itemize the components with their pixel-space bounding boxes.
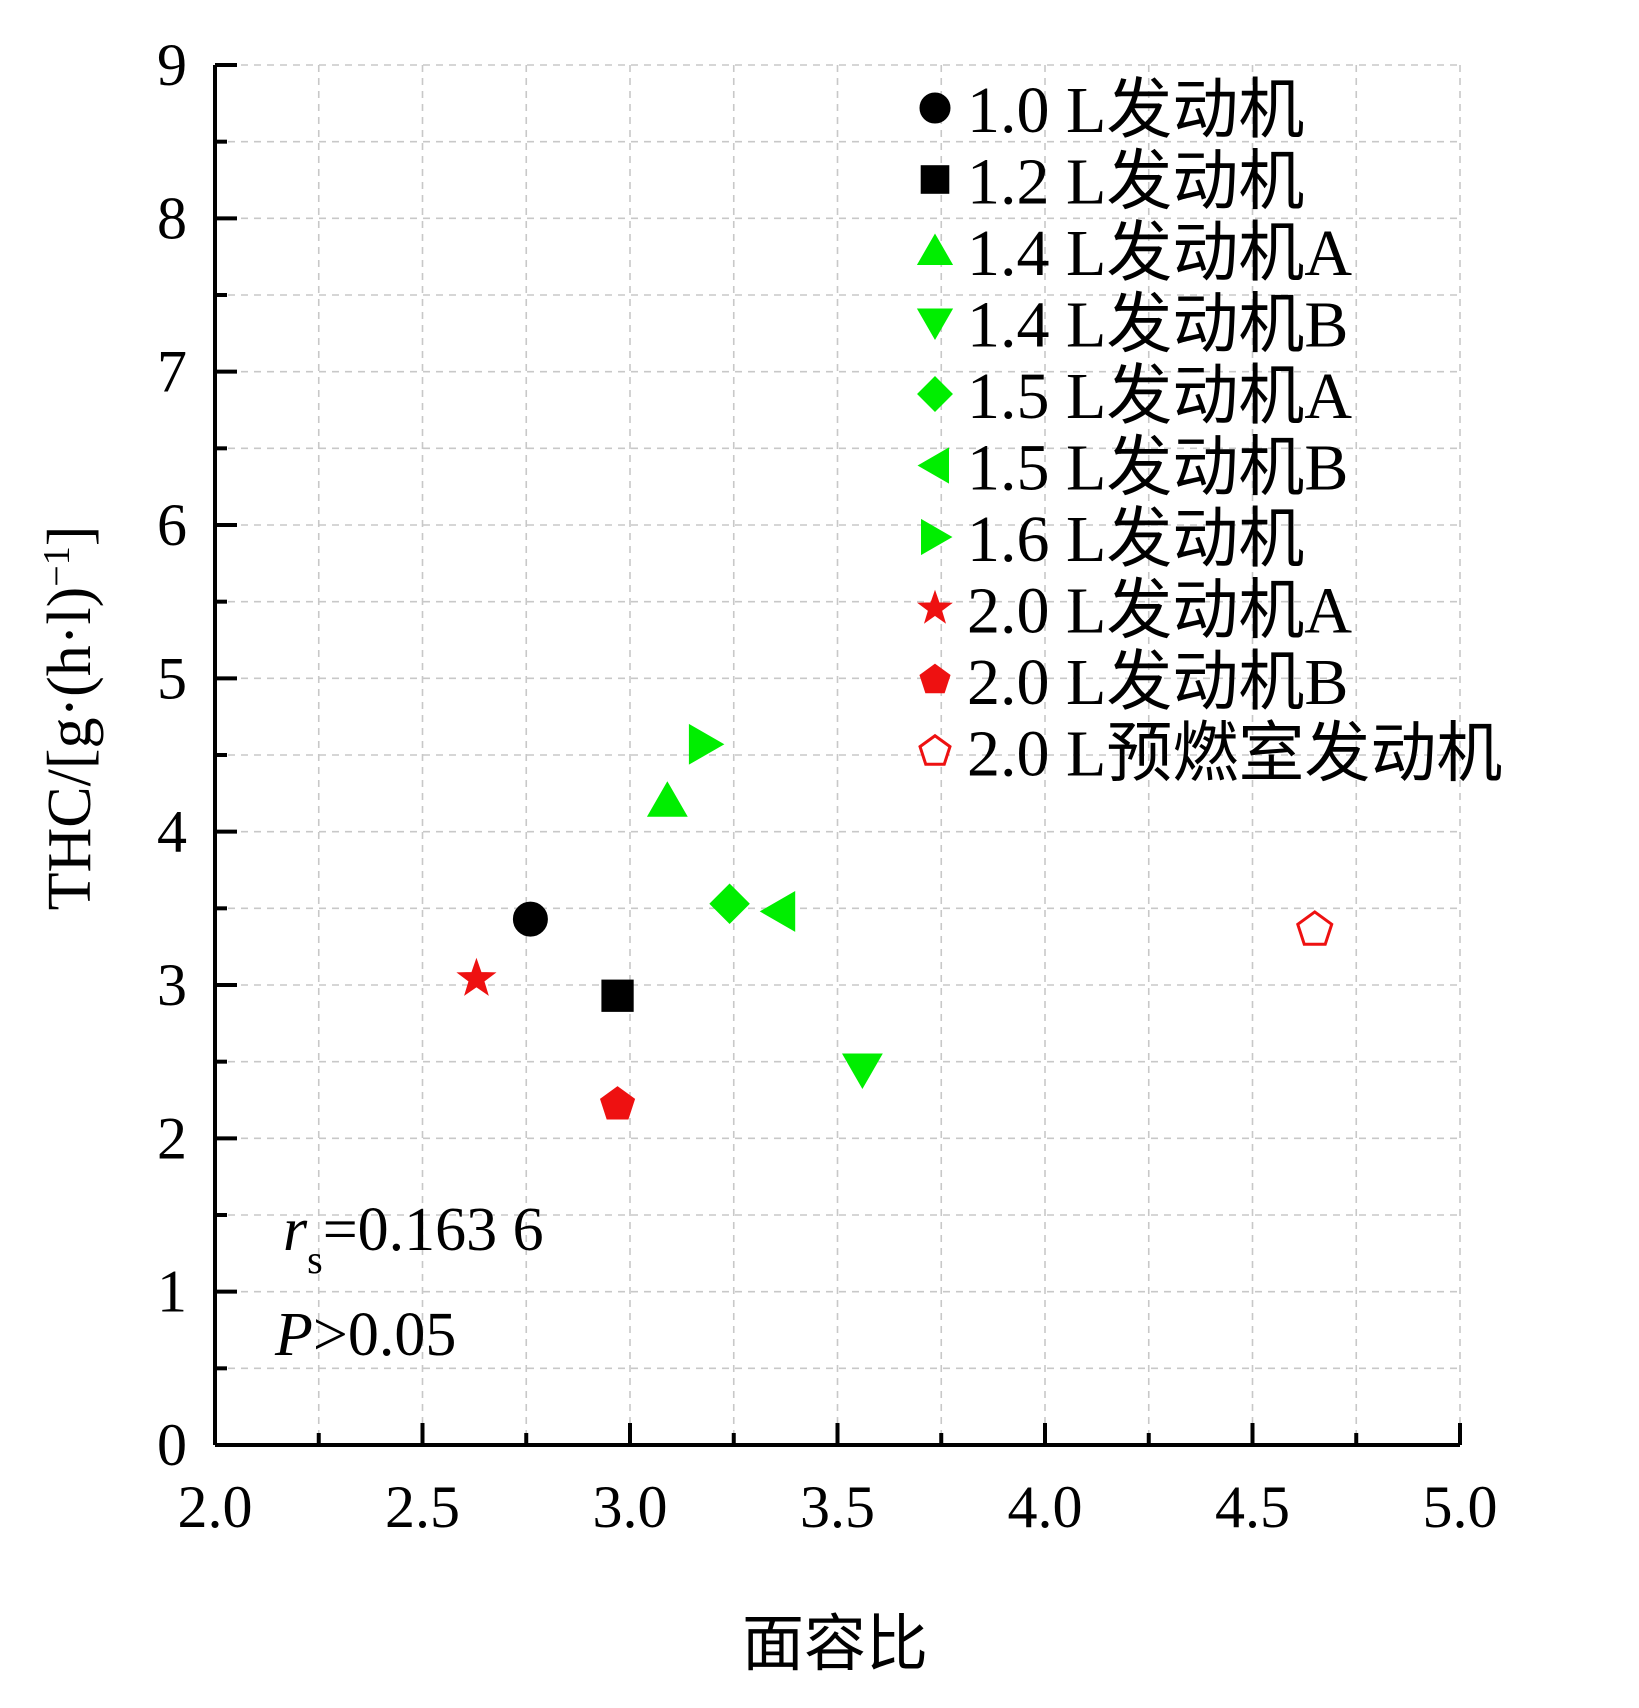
legend-label-4: 1.5 L发动机A xyxy=(967,360,1352,433)
y-axis-title: THC/[g·(h·l)−1] xyxy=(36,526,104,911)
legend-marker-3 xyxy=(916,308,954,341)
legend-label-1: 1.2 L发动机 xyxy=(967,146,1304,219)
legend-marker-4 xyxy=(917,376,953,412)
y-axis-title-close: ] xyxy=(36,526,104,547)
x-tick-label: 2.0 xyxy=(178,1474,253,1540)
legend-label-6: 1.6 L发动机 xyxy=(967,503,1304,576)
data-point-series-7 xyxy=(456,957,497,996)
data-point-series-3 xyxy=(841,1053,883,1090)
x-tick-label: 4.0 xyxy=(1008,1474,1083,1540)
y-tick-label: 0 xyxy=(157,1412,187,1478)
annotation-p-value: >0.05 xyxy=(313,1301,456,1369)
data-point-series-5 xyxy=(759,890,796,932)
data-points xyxy=(456,723,1334,1120)
legend-label-9: 2.0 L预燃室发动机 xyxy=(967,718,1502,791)
y-tick-label: 4 xyxy=(157,799,187,865)
legend-marker-2 xyxy=(916,233,954,265)
data-point-series-8 xyxy=(599,1086,636,1120)
annotation-rs-sub: s xyxy=(307,1237,323,1282)
data-point-series-9 xyxy=(1296,910,1334,946)
legend-label-0: 1.0 L发动机 xyxy=(967,74,1304,147)
x-axis-title: 面容比 xyxy=(742,1611,928,1679)
legend-marker-7 xyxy=(917,589,953,624)
y-tick-label: 2 xyxy=(157,1105,187,1171)
legend-label-8: 2.0 L发动机B xyxy=(967,646,1348,719)
data-point-series-4 xyxy=(709,883,750,924)
x-tick-label: 5.0 xyxy=(1423,1474,1498,1540)
y-tick-label: 7 xyxy=(157,339,187,405)
legend-marker-5 xyxy=(917,447,949,484)
y-tick-label: 1 xyxy=(157,1259,187,1325)
y-tick-label: 9 xyxy=(157,32,187,98)
y-axis-title-sup: −1 xyxy=(36,546,78,586)
legend-marker-0 xyxy=(919,92,951,124)
legend-marker-9 xyxy=(918,733,952,766)
legend-label-2: 1.4 L发动机A xyxy=(967,217,1352,290)
data-point-series-2 xyxy=(646,781,688,817)
y-tick-label: 5 xyxy=(157,645,187,711)
legend-marker-6 xyxy=(921,518,953,556)
legend-marker-1 xyxy=(920,165,950,194)
legend-label-3: 1.4 L发动机B xyxy=(967,289,1348,362)
annotation-p-symbol: P xyxy=(274,1301,313,1369)
data-point-series-0 xyxy=(512,901,548,937)
data-point-series-6 xyxy=(688,723,725,765)
data-point-series-1 xyxy=(601,979,634,1012)
legend-label-7: 2.0 L发动机A xyxy=(967,575,1352,648)
y-axis-title-main: THC/[g·(h·l) xyxy=(36,587,104,911)
y-tick-label: 6 xyxy=(157,492,187,558)
axes xyxy=(213,63,1462,1447)
y-tick-label: 8 xyxy=(157,185,187,251)
legend-marker-8 xyxy=(919,663,951,694)
annotation-rs-value: =0.163 6 xyxy=(323,1196,544,1264)
x-tick-label: 2.5 xyxy=(385,1474,460,1540)
y-tick-label: 3 xyxy=(157,952,187,1018)
legend-label-5: 1.5 L发动机B xyxy=(967,432,1348,505)
x-tick-label: 3.0 xyxy=(593,1474,668,1540)
annotation-p: P>0.05 xyxy=(274,1301,456,1369)
annotation-rs-symbol: r xyxy=(283,1196,308,1264)
x-tick-label: 3.5 xyxy=(800,1474,875,1540)
tick-labels: 2.0 2.5 3.0 3.5 4.0 4.5 5.0 0 1 2 3 4 5 6 7 8 9 xyxy=(157,32,1498,1540)
x-tick-label: 4.5 xyxy=(1215,1474,1290,1540)
annotation-rs: rs=0.163 6 xyxy=(283,1196,544,1282)
